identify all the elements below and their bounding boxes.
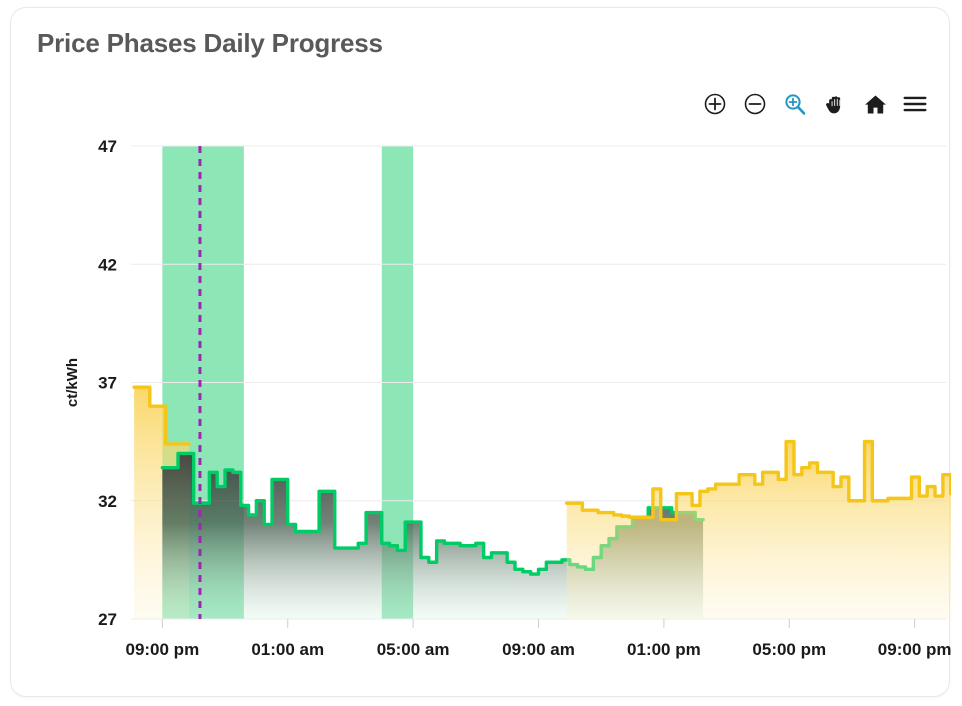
chart-plot-area[interactable]: 27 32 37 42 47 09:00 pm 01:00 am 05:00 am 09:00 …	[11, 8, 951, 698]
y-axis-title: ct/kWh	[64, 358, 81, 407]
y-axis-tick-label: 27	[98, 610, 117, 629]
x-axis-tick-label: 01:00 pm	[627, 640, 701, 659]
y-axis-tick-label: 37	[98, 374, 117, 393]
zoom-in-icon[interactable]	[700, 89, 730, 119]
x-axis-tick-label: 05:00 pm	[752, 640, 826, 659]
y-axis-tick-label: 47	[98, 137, 117, 156]
x-axis-tick-label: 09:00 pm	[125, 640, 199, 659]
x-axis-tick-label: 09:00 am	[502, 640, 575, 659]
zoom-selection-icon[interactable]	[780, 89, 810, 119]
axis-layer: 27 32 37 42 47 09:00 pm 01:00 am 05:00 am 09:00 …	[64, 137, 951, 659]
zoom-out-icon[interactable]	[740, 89, 770, 119]
series-line	[565, 439, 951, 522]
y-axis-tick-label: 32	[98, 492, 117, 511]
menu-icon[interactable]	[900, 89, 930, 119]
x-axis-tick-label: 01:00 am	[251, 640, 324, 659]
y-axis-tick-label: 42	[98, 255, 117, 274]
chart-toolbar	[700, 86, 930, 122]
x-axis-tick-label: 05:00 am	[377, 640, 450, 659]
series-line	[132, 385, 191, 446]
page-title: Price Phases Daily Progress	[37, 28, 383, 58]
x-axis-tick-label: 09:00 pm	[878, 640, 951, 659]
series-layer	[132, 385, 951, 619]
pan-icon[interactable]	[820, 89, 850, 119]
price-phases-chart[interactable]: 27 32 37 42 47 09:00 pm 01:00 am 05:00 am 09:00 …	[11, 8, 951, 698]
chart-card: Price Phases Daily Progress	[10, 7, 951, 698]
series-area	[566, 441, 951, 619]
home-icon[interactable]	[860, 89, 890, 119]
